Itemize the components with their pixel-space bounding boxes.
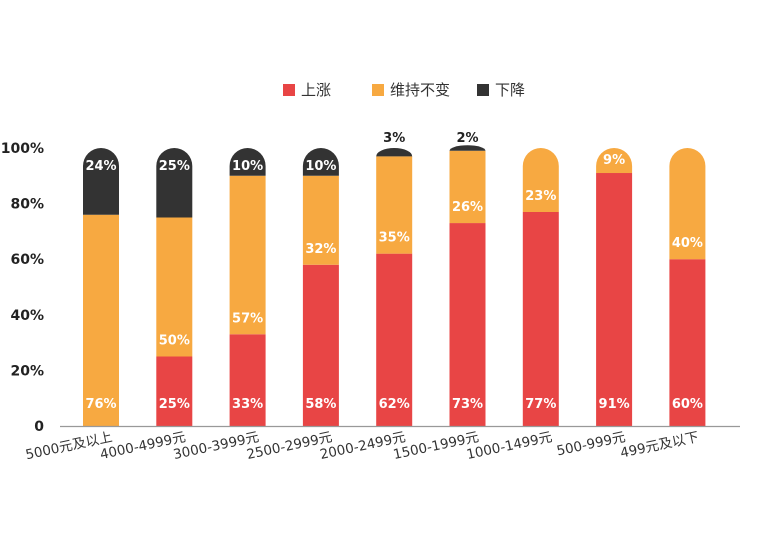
data-label: 57% xyxy=(232,311,263,326)
y-axis: 0 20% 40% 60% 80% 100% xyxy=(1,141,45,435)
legend: 上涨 维持不变 下降 xyxy=(283,81,525,99)
bar-segment xyxy=(449,145,486,151)
legend-swatch xyxy=(477,84,489,96)
bar-segment xyxy=(522,148,559,212)
bar-segment xyxy=(229,334,266,426)
bar-stack: 58% 32% 10% xyxy=(302,148,339,426)
data-label: 3% xyxy=(383,131,405,146)
legend-swatch xyxy=(283,84,295,96)
bar-stack: 77% 23% xyxy=(522,148,559,426)
data-label: 73% xyxy=(452,397,483,412)
bar-stack: 60% 40% xyxy=(669,148,706,426)
data-label: 60% xyxy=(672,397,703,412)
bars: 76% 24% 25% 50% 25% 33% 57% 10% 58% 32% 10% 62% 35% 3… xyxy=(83,131,706,426)
y-tick-label: 80% xyxy=(10,197,44,213)
data-label: 50% xyxy=(159,334,190,349)
bar-stack: 76% 24% xyxy=(83,148,119,426)
bar-segment xyxy=(376,156,413,254)
data-label: 24% xyxy=(85,159,116,174)
x-tick-label: 1000-1499元 xyxy=(465,429,554,463)
y-tick-label: 20% xyxy=(10,363,44,379)
data-label: 26% xyxy=(452,200,483,215)
y-tick-label: 0 xyxy=(34,419,44,435)
bar-segment xyxy=(376,253,413,426)
bar-segment xyxy=(83,148,119,215)
bar-stack: 25% 50% 25% xyxy=(156,148,193,426)
legend-label: 下降 xyxy=(495,81,525,99)
bar-segment xyxy=(229,148,266,176)
bar-segment xyxy=(302,264,339,426)
y-tick-label: 60% xyxy=(10,252,44,268)
data-label: 35% xyxy=(379,231,410,246)
bar-segment xyxy=(302,148,339,176)
bar-segment xyxy=(83,214,119,426)
data-label: 77% xyxy=(525,397,556,412)
bar-segment xyxy=(156,217,193,357)
data-label: 2% xyxy=(456,131,478,146)
data-label: 25% xyxy=(159,159,190,174)
bar-segment xyxy=(669,259,706,426)
bar-stack: 73% 26% 2% xyxy=(449,131,486,426)
legend-label: 维持不变 xyxy=(390,81,450,99)
data-label: 40% xyxy=(672,236,703,251)
bar-segment xyxy=(522,211,559,426)
data-label: 23% xyxy=(525,189,556,204)
data-label: 58% xyxy=(305,397,336,412)
legend-item-1: 上涨 xyxy=(283,81,331,99)
legend-label: 上涨 xyxy=(301,81,331,99)
bar-stack: 91% 9% xyxy=(596,148,633,426)
bar-segment xyxy=(449,223,486,426)
bar-segment xyxy=(156,148,193,218)
x-tick-label: 500-999元 xyxy=(555,429,627,459)
data-label: 10% xyxy=(305,159,336,174)
x-tick-label: 499元及以下 xyxy=(619,429,700,461)
bar-stack: 62% 35% 3% xyxy=(376,131,413,426)
data-label: 91% xyxy=(599,397,630,412)
data-label: 33% xyxy=(232,397,263,412)
bar-segment xyxy=(449,150,486,224)
y-tick-label: 40% xyxy=(10,308,44,324)
data-label: 25% xyxy=(159,397,190,412)
data-label: 32% xyxy=(305,242,336,257)
data-label: 76% xyxy=(85,397,116,412)
bar-segment xyxy=(596,173,633,426)
data-label: 10% xyxy=(232,159,263,174)
legend-swatch xyxy=(372,84,384,96)
bar-segment xyxy=(156,356,193,426)
legend-item-3: 下降 xyxy=(477,81,525,99)
bar-segment xyxy=(229,175,266,335)
x-axis: 5000元及以上4000-4999元3000-3999元2500-2999元20… xyxy=(24,425,740,463)
bar-segment xyxy=(669,148,706,260)
y-tick-label: 100% xyxy=(1,141,44,157)
legend-item-2: 维持不变 xyxy=(372,81,450,99)
bar-segment xyxy=(596,148,633,174)
data-label: 9% xyxy=(603,153,625,168)
bar-segment xyxy=(302,175,339,265)
bar-segment xyxy=(376,147,413,157)
bar-stack: 33% 57% 10% xyxy=(229,148,266,426)
data-label: 62% xyxy=(379,397,410,412)
